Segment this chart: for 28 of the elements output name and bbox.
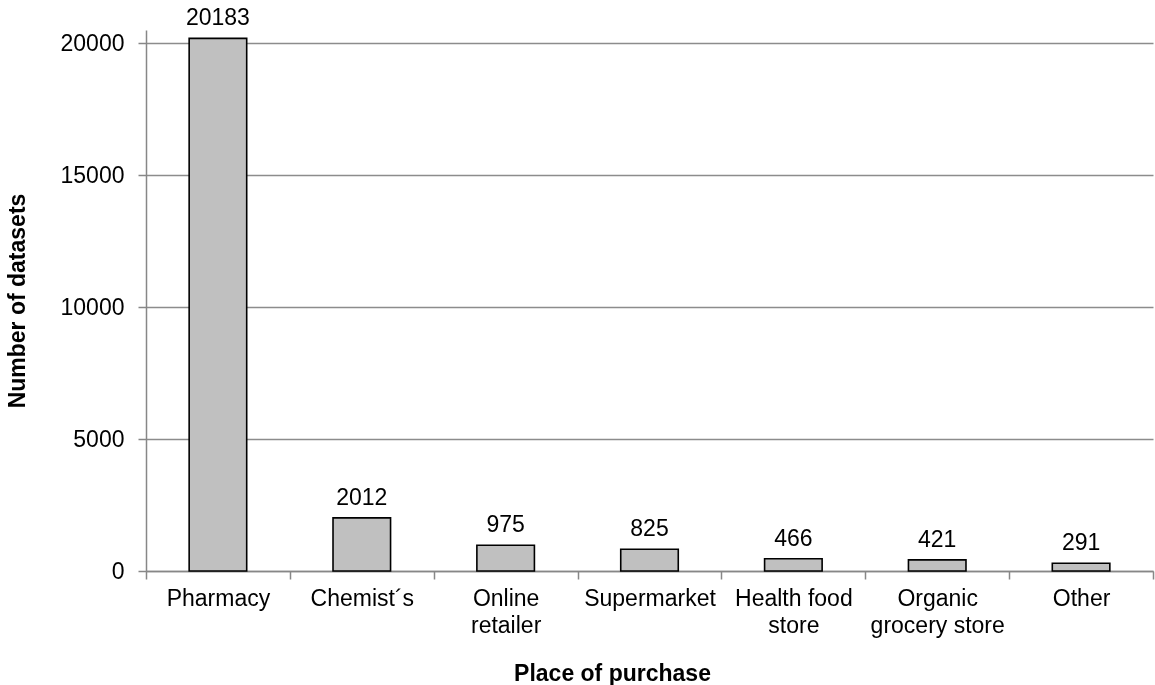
x-tick-label: Chemist´s <box>310 584 415 611</box>
y-tick-label: 15000 <box>60 161 125 188</box>
y-axis-title: Number of datasets <box>3 193 30 409</box>
x-tick-label: Pharmacy <box>166 584 271 611</box>
x-tick-label: Supermarket <box>584 584 717 611</box>
data-label: 291 <box>1061 529 1101 556</box>
data-label: 421 <box>918 525 957 552</box>
y-tick-label: 5000 <box>73 425 125 452</box>
data-label: 825 <box>630 515 669 542</box>
y-tick-label: 0 <box>111 557 125 584</box>
data-label: 466 <box>774 524 813 551</box>
y-tick-label: 10000 <box>60 293 125 320</box>
bar <box>763 557 823 572</box>
x-axis-title: Place of purchase <box>514 659 711 685</box>
x-tick-label: Other <box>1052 584 1111 611</box>
data-label: 2012 <box>336 483 388 510</box>
y-tick-label: 20000 <box>60 29 125 56</box>
bar <box>476 544 536 572</box>
bar <box>619 548 680 572</box>
data-label: 20183 <box>185 4 250 31</box>
bar <box>332 517 392 572</box>
data-label: 975 <box>486 511 525 538</box>
bar <box>907 559 967 572</box>
bar <box>1051 562 1111 572</box>
x-tick-label: Online retailer <box>470 584 542 638</box>
x-tick-label: Organic grocery store <box>870 584 1005 638</box>
bar <box>188 37 248 572</box>
x-tick-label: Health food store <box>735 584 853 638</box>
